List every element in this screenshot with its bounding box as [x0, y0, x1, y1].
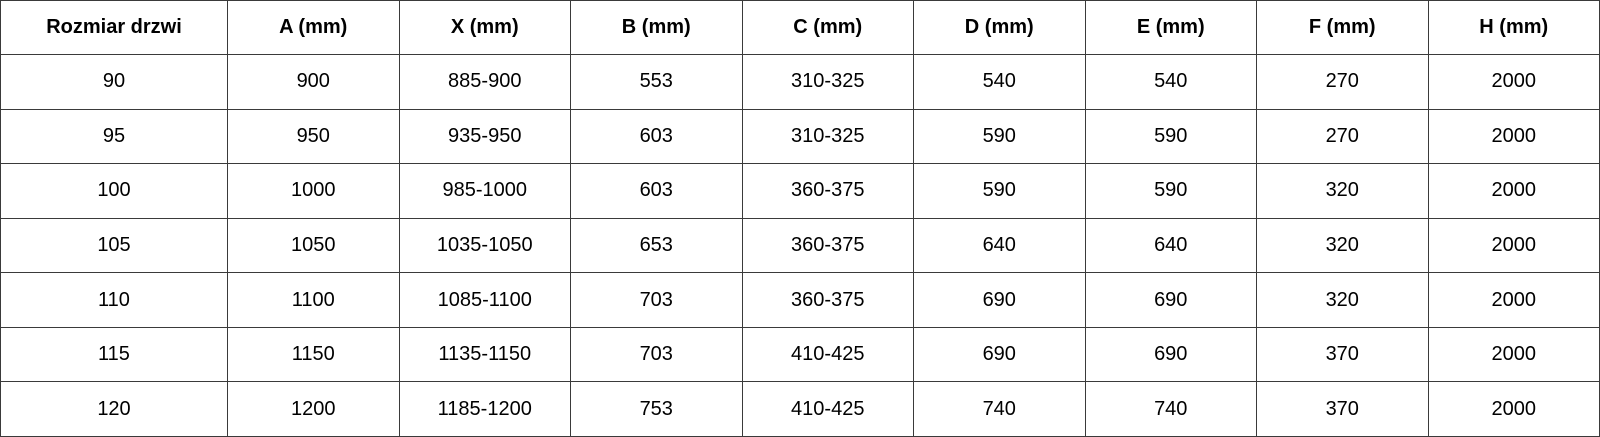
column-header: E (mm) [1084, 0, 1257, 55]
table-cell: 2000 [1427, 163, 1600, 219]
table-cell: 603 [570, 163, 743, 219]
table-cell: 1050 [227, 217, 400, 274]
table-cell: 1100 [227, 272, 400, 328]
table-cell: 120 [0, 381, 228, 437]
table-cell: 100 [0, 163, 228, 219]
table-row: 120 1200 1185-1200 753 410-425 740 740 370 2000 [0, 381, 1600, 437]
table-cell: 2000 [1427, 326, 1600, 383]
table-cell: 2000 [1427, 54, 1600, 110]
table-cell: 553 [570, 54, 743, 110]
column-header: H (mm) [1427, 0, 1600, 55]
table-cell: 640 [1084, 217, 1257, 274]
table-row: 100 1000 985-1000 603 360-375 590 590 320 2000 [0, 163, 1600, 219]
table-cell: 370 [1256, 326, 1429, 383]
column-header: D (mm) [913, 0, 1086, 55]
table-cell: 90 [0, 54, 228, 110]
table-row: 105 1050 1035-1050 653 360-375 640 640 320 2000 [0, 217, 1600, 274]
table-cell: 740 [1084, 381, 1257, 437]
table-cell: 1000 [227, 163, 400, 219]
table-cell: 115 [0, 326, 228, 383]
table-cell: 270 [1256, 108, 1429, 165]
table-cell: 590 [1084, 108, 1257, 165]
table-cell: 690 [1084, 326, 1257, 383]
table-cell: 590 [1084, 163, 1257, 219]
column-header: C (mm) [741, 0, 914, 55]
table-cell: 703 [570, 272, 743, 328]
table-cell: 110 [0, 272, 228, 328]
table-cell: 360-375 [741, 272, 914, 328]
column-header: X (mm) [398, 0, 571, 55]
table-cell: 590 [913, 108, 1086, 165]
table-cell: 370 [1256, 381, 1429, 437]
table-cell: 603 [570, 108, 743, 165]
table-cell: 985-1000 [398, 163, 571, 219]
table-cell: 1200 [227, 381, 400, 437]
table-cell: 2000 [1427, 381, 1600, 437]
table-cell: 540 [913, 54, 1086, 110]
table-cell: 590 [913, 163, 1086, 219]
table-cell: 653 [570, 217, 743, 274]
table-cell: 1185-1200 [398, 381, 571, 437]
table-cell: 360-375 [741, 217, 914, 274]
table-cell: 95 [0, 108, 228, 165]
table-cell: 310-325 [741, 108, 914, 165]
header-row: Rozmiar drzwi A (mm) X (mm) B (mm) C (mm) D (… [0, 0, 1600, 55]
table-cell: 935-950 [398, 108, 571, 165]
table-cell: 703 [570, 326, 743, 383]
table-cell: 320 [1256, 217, 1429, 274]
table-cell: 2000 [1427, 108, 1600, 165]
table-cell: 950 [227, 108, 400, 165]
table-cell: 640 [913, 217, 1086, 274]
table-cell: 690 [913, 326, 1086, 383]
table-cell: 1085-1100 [398, 272, 571, 328]
column-header: B (mm) [570, 0, 743, 55]
table-cell: 360-375 [741, 163, 914, 219]
table-cell: 410-425 [741, 326, 914, 383]
table-row: 95 950 935-950 603 310-325 590 590 270 2000 [0, 108, 1600, 165]
table-row: 115 1150 1135-1150 703 410-425 690 690 370 2000 [0, 326, 1600, 383]
table-cell: 270 [1256, 54, 1429, 110]
table-cell: 900 [227, 54, 400, 110]
table-cell: 1035-1050 [398, 217, 571, 274]
table-row: 110 1100 1085-1100 703 360-375 690 690 320 2000 [0, 272, 1600, 328]
column-header: A (mm) [227, 0, 400, 55]
table-cell: 310-325 [741, 54, 914, 110]
column-header: Rozmiar drzwi [0, 0, 228, 55]
table-cell: 320 [1256, 272, 1429, 328]
table-cell: 885-900 [398, 54, 571, 110]
table-cell: 690 [913, 272, 1086, 328]
table-cell: 320 [1256, 163, 1429, 219]
table-cell: 753 [570, 381, 743, 437]
table-cell: 105 [0, 217, 228, 274]
table-cell: 2000 [1427, 217, 1600, 274]
table-cell: 740 [913, 381, 1086, 437]
table-row: 90 900 885-900 553 310-325 540 540 270 2000 [0, 54, 1600, 110]
table-cell: 540 [1084, 54, 1257, 110]
column-header: F (mm) [1256, 0, 1429, 55]
table-cell: 410-425 [741, 381, 914, 437]
table-cell: 1135-1150 [398, 326, 571, 383]
table-cell: 1150 [227, 326, 400, 383]
table-cell: 690 [1084, 272, 1257, 328]
table-cell: 2000 [1427, 272, 1600, 328]
